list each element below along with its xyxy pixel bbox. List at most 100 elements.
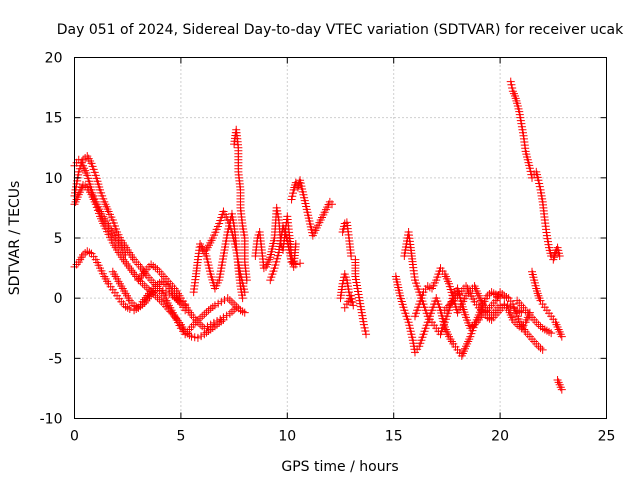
data-point [172, 314, 181, 323]
data-point [217, 317, 226, 326]
data-point [534, 176, 543, 185]
data-point [81, 249, 90, 258]
data-point [142, 283, 151, 292]
data-point [213, 320, 222, 329]
series-track-v [513, 296, 556, 338]
data-point [147, 260, 156, 269]
data-point [340, 303, 349, 312]
data-point [360, 323, 369, 332]
data-point [200, 330, 209, 339]
y-tick-label: 20 [45, 51, 63, 67]
data-point [141, 293, 150, 302]
data-point [153, 293, 162, 302]
data-point [214, 299, 223, 308]
data-point [193, 333, 202, 342]
data-point [538, 324, 547, 333]
data-point [240, 288, 249, 297]
data-point [143, 291, 152, 300]
series-track-q [400, 227, 505, 339]
data-point [507, 80, 516, 89]
y-axis-tick-labels: -10 -5 0 5 10 15 20 [40, 51, 63, 428]
series-track-e [108, 267, 249, 339]
data-point [287, 258, 296, 267]
data-point [149, 262, 158, 271]
data-point [515, 322, 524, 331]
data-point [208, 323, 217, 332]
data-point [496, 288, 505, 297]
data-point [508, 83, 517, 92]
data-point [181, 300, 190, 309]
data-point [81, 182, 90, 191]
grid [74, 57, 607, 419]
data-point [287, 195, 296, 204]
series-track-w [553, 375, 566, 394]
data-point [136, 302, 145, 311]
data-point [535, 179, 544, 188]
data-point [538, 345, 547, 354]
data-point [234, 304, 243, 313]
data-point [227, 307, 236, 316]
data-point [362, 330, 371, 339]
data-point [487, 288, 496, 297]
data-point [217, 297, 226, 306]
data-point [124, 261, 133, 270]
x-tick-label: 10 [278, 429, 296, 445]
data-point [225, 309, 234, 318]
data-point [206, 325, 215, 334]
series-track-u [528, 267, 566, 341]
data-point [230, 300, 239, 309]
data-point [122, 259, 131, 268]
x-tick-label: 15 [385, 429, 403, 445]
data-point [200, 310, 209, 319]
data-point [361, 327, 370, 336]
data-point [536, 322, 545, 331]
data-point [240, 308, 249, 317]
data-point [143, 294, 152, 303]
data-point [193, 316, 202, 325]
data-point [547, 329, 556, 338]
data-point [236, 306, 245, 315]
y-tick-label: 5 [54, 231, 63, 247]
data-point [81, 153, 90, 162]
data-point [338, 279, 347, 288]
data-point [202, 328, 211, 337]
data-point [534, 342, 543, 351]
data-point [210, 301, 219, 310]
data-point [242, 276, 251, 285]
data-points [70, 77, 566, 394]
data-point [238, 294, 247, 303]
y-axis-label: SDTVAR / TECUs [7, 181, 23, 296]
data-point [468, 322, 477, 331]
data-point [119, 255, 128, 264]
series-track-h [202, 207, 249, 297]
data-point [227, 298, 236, 307]
data-point [259, 264, 268, 273]
data-point [125, 264, 134, 273]
data-point [515, 307, 524, 316]
data-point [138, 300, 147, 309]
data-point [225, 296, 234, 305]
series-track-f [134, 260, 190, 309]
x-axis-label: GPS time / hours [281, 459, 398, 475]
data-point [155, 295, 164, 304]
data-point [204, 327, 213, 336]
data-point [493, 292, 502, 301]
data-point [489, 289, 498, 298]
x-tick-label: 25 [598, 429, 616, 445]
data-point [85, 248, 94, 257]
data-point [136, 262, 145, 271]
data-point [483, 291, 492, 300]
data-point [134, 303, 143, 312]
x-axis-tick-labels: 0 5 10 15 20 25 [70, 429, 615, 445]
data-point [327, 200, 336, 209]
x-tick-label: 5 [176, 429, 185, 445]
data-point [502, 292, 511, 301]
data-point [121, 302, 130, 311]
data-point [498, 289, 507, 298]
data-point [206, 304, 215, 313]
data-point [536, 296, 545, 305]
data-point [291, 260, 300, 269]
data-point [347, 252, 356, 261]
data-point [513, 320, 522, 329]
data-point [151, 263, 160, 272]
